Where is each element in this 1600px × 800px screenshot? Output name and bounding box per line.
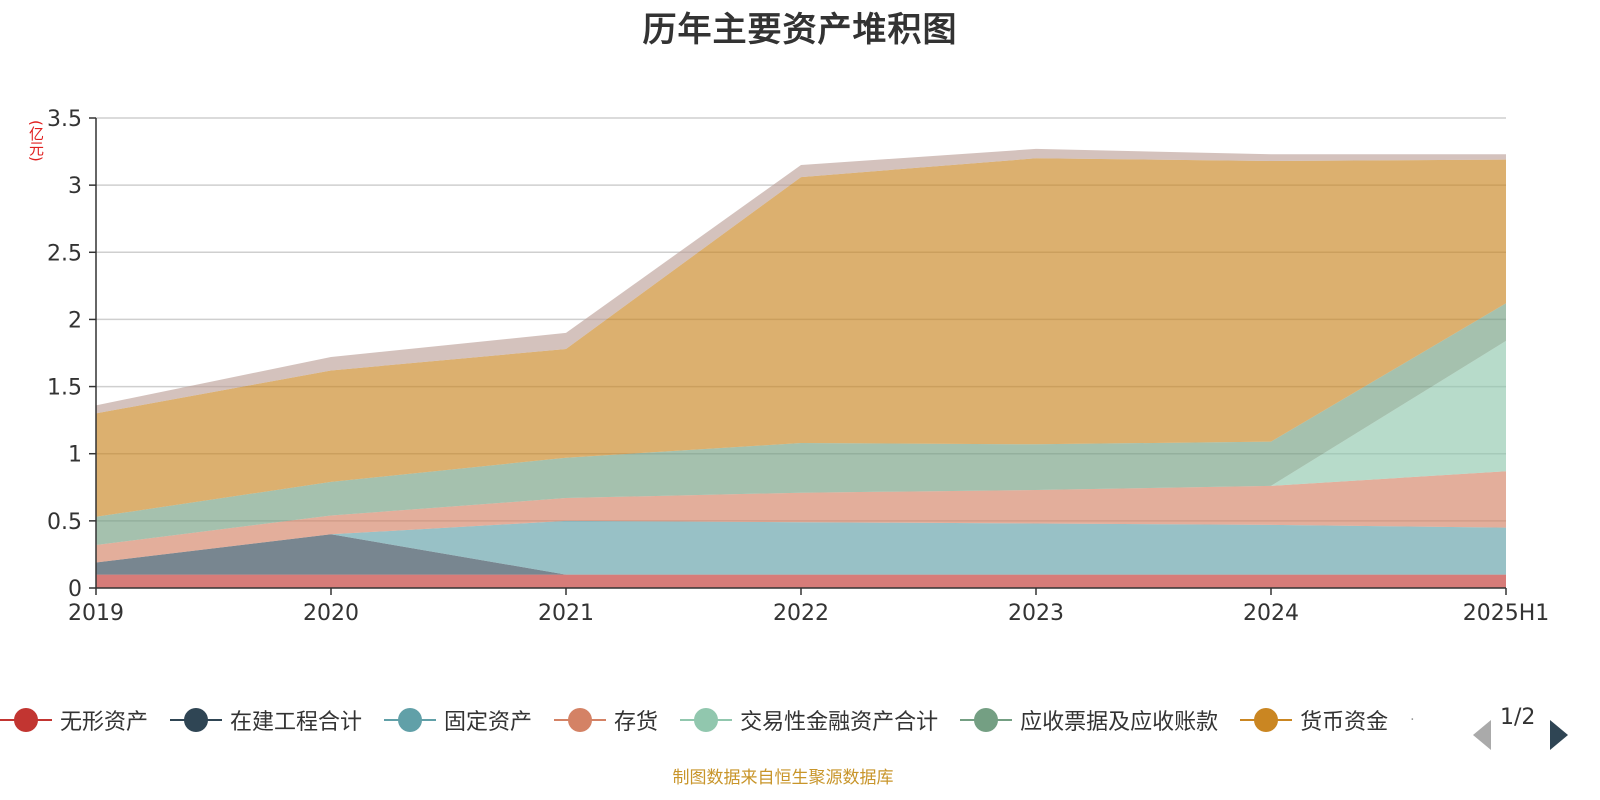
area-其他	[96, 148, 1506, 414]
x-tick-label: 2019	[68, 601, 124, 626]
legend-label: 无形资产	[60, 710, 149, 735]
legend-label: 交易性金融资产合计	[740, 710, 939, 735]
legend-item[interactable]: 无形资产	[0, 704, 148, 736]
x-tick-label: 2021	[538, 601, 594, 626]
legend-marker-icon	[1240, 708, 1293, 732]
y-tick-label: 0.5	[47, 510, 82, 535]
legend-marker-icon	[384, 708, 437, 732]
chart-title: 历年主要资产堆积图	[642, 10, 958, 50]
legend-item[interactable]: 在建工程合计	[170, 704, 362, 736]
data-source-note: 制图数据来自恒生聚源数据库	[672, 768, 894, 788]
area-应收票据及应收账款	[96, 303, 1506, 545]
legend-next-page-icon[interactable]	[1550, 720, 1568, 750]
legend-item[interactable]: 固定资产	[384, 704, 532, 736]
area-固定资产	[96, 520, 1506, 575]
area-series	[96, 148, 1506, 588]
x-tick-label: 2020	[303, 601, 359, 626]
y-tick-label: 2	[68, 308, 82, 333]
area-无形资产	[96, 574, 1506, 588]
x-tick-label: 2025H1	[1463, 601, 1550, 626]
legend-item[interactable]: 交易性金融资产合计	[680, 704, 938, 736]
y-tick-label: 3.5	[47, 107, 82, 132]
legend-label: 固定资产	[444, 710, 533, 735]
x-tick-label: 2023	[1008, 601, 1064, 626]
area-存货	[96, 471, 1506, 563]
legend-marker-icon	[680, 708, 733, 732]
legend-marker-icon	[960, 708, 1013, 732]
legend-label: 存货	[614, 710, 659, 735]
legend-marker-icon	[170, 708, 223, 732]
legend-prev-page-icon[interactable]	[1473, 720, 1491, 750]
y-tick-label: 1.5	[47, 376, 82, 401]
area-货币资金	[96, 158, 1506, 517]
axes: 0 0.5 1 1.5 2 2.5 3 3.5 2019 2020 2021 2022 2023 2024…	[47, 107, 1549, 626]
y-tick-label: 0	[68, 577, 82, 602]
legend-page-indicator: 1/2	[1500, 705, 1536, 730]
x-tick-label: 2022	[773, 601, 829, 626]
area-在建工程合计	[96, 534, 1506, 575]
x-tick-label: 2024	[1243, 601, 1299, 626]
y-tick-label: 2.5	[47, 241, 82, 266]
legend-item[interactable]: 应收票据及应收账款	[960, 704, 1218, 736]
legend-label: 货币资金	[1300, 710, 1389, 735]
legend-marker-icon	[0, 708, 52, 732]
legend-label: 应收票据及应收账款	[1020, 710, 1219, 735]
legend-label: 在建工程合计	[230, 710, 363, 735]
chart-legend: 无形资产 在建工程合计 固定资产 存货 交易性金融资产合计 应收票据及应收账款 货币资金 ·	[0, 700, 1600, 740]
y-tick-label: 1	[68, 443, 82, 468]
legend-item[interactable]: 货币资金	[1240, 704, 1388, 736]
legend-item[interactable]: 存货	[554, 704, 658, 736]
y-tick-label: 3	[68, 174, 82, 199]
legend-overflow-mark: ·	[1410, 712, 1415, 728]
legend-marker-icon	[554, 708, 607, 732]
y-axis-unit-label: (亿元)	[27, 120, 45, 162]
